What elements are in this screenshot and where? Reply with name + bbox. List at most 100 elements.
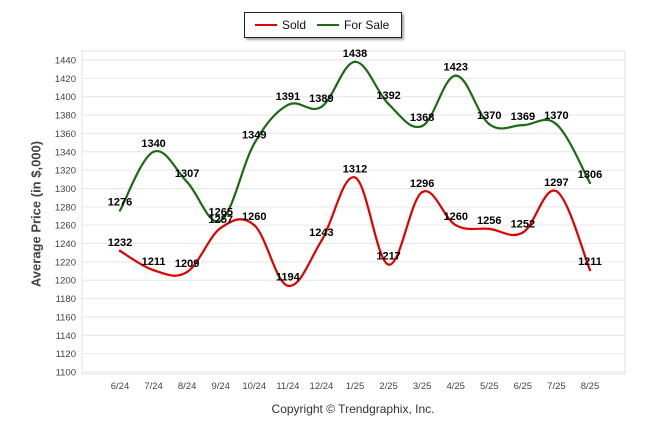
data-label-for-sale: 1307 <box>175 168 199 180</box>
data-point-for-sale <box>185 180 189 184</box>
data-label-sold: 1312 <box>343 163 367 175</box>
y-tick-label: 1240 <box>55 239 76 250</box>
data-label-sold: 1232 <box>108 237 132 249</box>
data-point-for-sale <box>488 123 491 126</box>
data-point-sold <box>320 239 323 242</box>
data-label-for-sale: 1340 <box>141 138 165 150</box>
y-tick-label: 1100 <box>56 368 76 379</box>
data-point-sold <box>185 270 189 274</box>
legend-label-sold: Sold <box>282 18 307 32</box>
x-tick-label: 1/25 <box>346 381 365 392</box>
data-label-sold: 1194 <box>276 272 301 284</box>
data-label-for-sale: 1349 <box>242 130 266 142</box>
data-point-for-sale <box>219 219 222 222</box>
x-tick-label: 6/24 <box>111 381 130 392</box>
data-point-sold <box>353 176 357 179</box>
data-label-sold: 1297 <box>544 177 568 189</box>
data-point-sold <box>521 231 525 234</box>
y-tick-label: 1220 <box>55 257 76 268</box>
data-label-for-sale: 1368 <box>410 112 434 124</box>
data-label-sold: 1211 <box>142 256 166 268</box>
data-label-sold: 1257 <box>208 214 232 226</box>
y-tick-label: 1120 <box>56 349 76 360</box>
data-point-for-sale <box>118 209 122 212</box>
y-tick-label: 1140 <box>56 331 76 342</box>
data-label-sold: 1217 <box>376 251 400 263</box>
data-label-for-sale: 1438 <box>343 48 367 60</box>
y-tick-label: 1320 <box>55 166 76 177</box>
y-axis-ticks: 1100 1120 1140 1160 1180 1200 1220 1240 1260 1280… <box>55 56 76 379</box>
data-label-for-sale: 1391 <box>276 91 300 103</box>
legend-item-sold[interactable]: Sold <box>255 18 306 32</box>
data-point-sold <box>219 226 222 230</box>
data-label-sold: 1296 <box>410 178 434 190</box>
data-point-sold <box>488 227 491 231</box>
data-point-for-sale <box>320 105 323 109</box>
data-label-for-sale: 1392 <box>376 90 400 102</box>
x-tick-label: 2/25 <box>379 381 398 392</box>
data-point-sold <box>387 263 390 266</box>
x-tick-label: 8/24 <box>178 381 197 392</box>
data-point-sold <box>118 249 122 253</box>
data-label-for-sale: 1370 <box>544 110 568 122</box>
data-label-sold: 1260 <box>242 211 266 223</box>
x-tick-label: 10/24 <box>242 381 266 392</box>
data-point-sold <box>588 268 592 272</box>
x-tick-label: 9/24 <box>211 381 230 392</box>
legend-label-for-sale: For Sale <box>344 18 390 32</box>
data-point-for-sale <box>420 124 424 128</box>
data-labels: 1232 1211 1209 1257 1260 1194 1243 1312 1217 1296… <box>108 48 602 284</box>
x-tick-label: 12/24 <box>310 381 334 392</box>
y-tick-label: 1260 <box>55 221 76 232</box>
data-point-for-sale <box>387 102 390 106</box>
y-tick-label: 1400 <box>55 92 76 103</box>
series-line-sold <box>119 176 592 287</box>
y-tick-label: 1160 <box>56 312 76 323</box>
data-label-for-sale: 1370 <box>477 110 501 122</box>
x-tick-label: 7/25 <box>547 381 566 392</box>
x-tick-label: 8/25 <box>581 381 600 392</box>
legend-item-for-sale[interactable]: For Sale <box>317 18 389 32</box>
data-point-for-sale <box>353 60 357 64</box>
data-point-sold <box>454 223 457 227</box>
data-label-sold: 1211 <box>578 256 602 268</box>
data-label-for-sale: 1423 <box>443 62 467 74</box>
legend-swatch-for-sale <box>317 24 339 26</box>
data-point-sold <box>555 190 558 193</box>
y-tick-label: 1440 <box>55 56 76 67</box>
data-label-for-sale: 1265 <box>208 207 232 219</box>
y-axis-label: Average Price (in $,000) <box>28 140 44 288</box>
plot-area-border <box>81 50 626 375</box>
y-tick-label: 1360 <box>55 129 76 140</box>
legend: Sold For Sale <box>244 12 402 38</box>
y-tick-label: 1420 <box>55 74 76 85</box>
data-point-sold <box>420 190 424 194</box>
data-point-sold <box>253 223 256 227</box>
y-tick-label: 1280 <box>55 202 76 213</box>
data-label-for-sale: 1306 <box>578 169 602 181</box>
data-label-for-sale: 1369 <box>511 111 535 123</box>
data-label-for-sale: 1276 <box>108 196 132 208</box>
y-tick-label: 1200 <box>55 276 76 287</box>
copyright-text: Copyright © Trendgraphix, Inc. <box>271 402 435 416</box>
data-point-for-sale <box>454 74 457 77</box>
legend-swatch-sold <box>255 24 277 26</box>
data-point-for-sale <box>588 181 592 185</box>
x-tick-label: 4/25 <box>446 381 465 392</box>
grid-lines <box>81 50 626 375</box>
data-label-sold: 1256 <box>477 215 501 227</box>
y-tick-label: 1300 <box>55 184 76 195</box>
data-point-for-sale <box>253 142 256 145</box>
x-axis-ticks: 6/24 7/24 8/24 9/24 10/24 11/24 12/24 1/25 2/25 3… <box>111 381 600 392</box>
data-point-sold <box>286 284 290 287</box>
x-tick-label: 6/25 <box>514 381 533 392</box>
x-tick-label: 3/25 <box>413 381 432 392</box>
data-label-sold: 1209 <box>175 258 199 270</box>
series-line-for-sale <box>119 60 591 223</box>
data-point-sold <box>152 268 155 272</box>
data-label-sold: 1243 <box>309 227 333 239</box>
data-point-for-sale <box>521 123 525 127</box>
x-tick-label: 11/24 <box>276 381 299 392</box>
y-tick-label: 1380 <box>55 111 76 122</box>
data-label-sold: 1260 <box>443 211 467 223</box>
